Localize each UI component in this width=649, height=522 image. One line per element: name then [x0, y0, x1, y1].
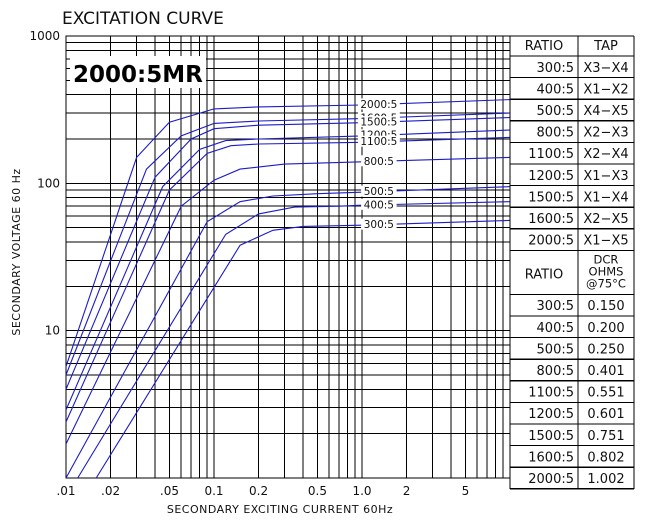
curve-label-2000-5: 2000:5 [360, 99, 397, 111]
curve-label-bg [361, 185, 397, 197]
curve-label-1500-5: 1500:5 [360, 117, 397, 129]
tap-value-cell: X3−X4 [583, 61, 628, 76]
tap-header-ratio: RATIO [525, 39, 563, 54]
ratio-tables: RATIO TAP 300:5 X3−X4 400:5 X1−X2 500:5 X4−X5 80… [509, 35, 635, 490]
curve-label-bg [361, 218, 397, 230]
model-label: 2000:5MR [73, 62, 203, 88]
curve-1100-5 [65, 136, 511, 423]
dcr-value-cell: 0.401 [587, 364, 624, 379]
tap-ratio-cell: 1500:5 [528, 190, 574, 205]
x-tick-label: 1.0 [352, 484, 371, 498]
curves-group [65, 99, 511, 479]
model-label-bg [70, 56, 206, 88]
dcr-ratio-cell: 1600:5 [528, 450, 574, 465]
curve-label-1100-5: 1100:5 [360, 136, 397, 148]
dcr-value-cell: 0.601 [587, 407, 624, 422]
dcr-header-ratio: RATIO [525, 267, 563, 282]
y-tick-label: 10 [45, 324, 60, 338]
tap-ratio-cell: 500:5 [537, 104, 574, 119]
curve-1500-5 [65, 116, 511, 390]
y-axis-title: SECONDARY VOLTAGE 60 Hz [10, 168, 23, 335]
curve-label-500-5: 500:5 [364, 186, 394, 198]
tap-ratio-cell: 2000:5 [528, 234, 574, 249]
chart-title: EXCITATION CURVE [62, 9, 224, 29]
y-tick-label: 1000 [29, 29, 60, 43]
tap-value-cell: X2−X3 [583, 126, 628, 141]
tap-value-cell: X1−X2 [583, 82, 628, 97]
tap-value-cell: X4−X5 [583, 104, 628, 119]
dcr-ratio-cell: 1500:5 [528, 429, 574, 444]
curve-label-bg [357, 129, 400, 141]
curve-label-bg [361, 198, 397, 210]
x-tick-label: .01 [56, 484, 75, 498]
tap-ratio-cell: 300:5 [537, 61, 574, 76]
dcr-ratio-cell: 1200:5 [528, 407, 574, 422]
tap-ratio-cell: 800:5 [537, 126, 574, 141]
curve-label-bg [357, 98, 400, 110]
dcr-header-line: DCR [594, 252, 619, 266]
dcr-value-cell: 0.200 [587, 321, 624, 336]
dcr-ratio-cell: 1100:5 [528, 386, 574, 401]
tap-value-cell: X2−X5 [583, 212, 628, 227]
x-tick-label: 0.5 [308, 484, 327, 498]
dcr-value-cell: 0.802 [587, 450, 624, 465]
tap-ratio-cell: 1200:5 [528, 169, 574, 184]
curve-1600-5 [65, 112, 511, 376]
y-tick-label: 100 [37, 176, 60, 190]
x-tick-label: 0.1 [204, 484, 223, 498]
curve-label-bg [357, 116, 400, 128]
dcr-ratio-cell: 800:5 [537, 364, 574, 379]
curve-1200-5 [65, 129, 511, 411]
dcr-value-cell: 0.250 [587, 342, 624, 357]
plot-grid [65, 35, 511, 479]
tap-value-cell: X1−X5 [583, 234, 628, 249]
x-tick-label: 5 [462, 484, 470, 498]
tap-value-cell: X2−X4 [583, 147, 628, 162]
dcr-header-line: OHMS [589, 264, 624, 278]
tick-labels-group: .01 .02 .05 0.1 0.2 0.5 1.0 2 5 1000 100 10 [29, 29, 469, 498]
dcr-value-cell: 1.002 [587, 472, 624, 487]
tap-value-cell: X1−X4 [583, 190, 628, 205]
curve-label-300-5: 300:5 [364, 219, 394, 231]
dcr-value-cell: 0.551 [587, 386, 624, 401]
curve-800-5 [65, 156, 511, 445]
dcr-value-cell: 0.150 [587, 299, 624, 314]
dcr-value-cell: 0.751 [587, 429, 624, 444]
dcr-ratio-cell: 400:5 [537, 321, 574, 336]
dcr-ratio-cell: 300:5 [537, 299, 574, 314]
curve-label-400-5: 400:5 [364, 199, 394, 211]
curve-label-800-5: 800:5 [364, 156, 394, 168]
x-tick-label: 0.2 [249, 484, 268, 498]
dcr-header-line: @75°C [586, 276, 626, 290]
dcr-ratio-cell: 500:5 [537, 342, 574, 357]
tap-value-cell: X1−X3 [583, 169, 628, 184]
curve-label-bg [361, 155, 397, 167]
tap-ratio-cell: 1600:5 [528, 212, 574, 227]
tap-header-tap: TAP [593, 39, 618, 54]
x-tick-label: 2 [403, 484, 411, 498]
tap-ratio-cell: 1100:5 [528, 147, 574, 162]
x-tick-label: .02 [101, 484, 120, 498]
curve-labels-group: 2000:51600:51500:51200:51100:5800:5500:5… [357, 98, 400, 231]
curve-label-bg [357, 135, 400, 147]
x-tick-label: .05 [160, 484, 179, 498]
dcr-ratio-cell: 2000:5 [528, 472, 574, 487]
x-axis-title: SECONDARY EXCITING CURRENT 60Hz [167, 503, 393, 516]
tap-ratio-cell: 400:5 [537, 82, 574, 97]
